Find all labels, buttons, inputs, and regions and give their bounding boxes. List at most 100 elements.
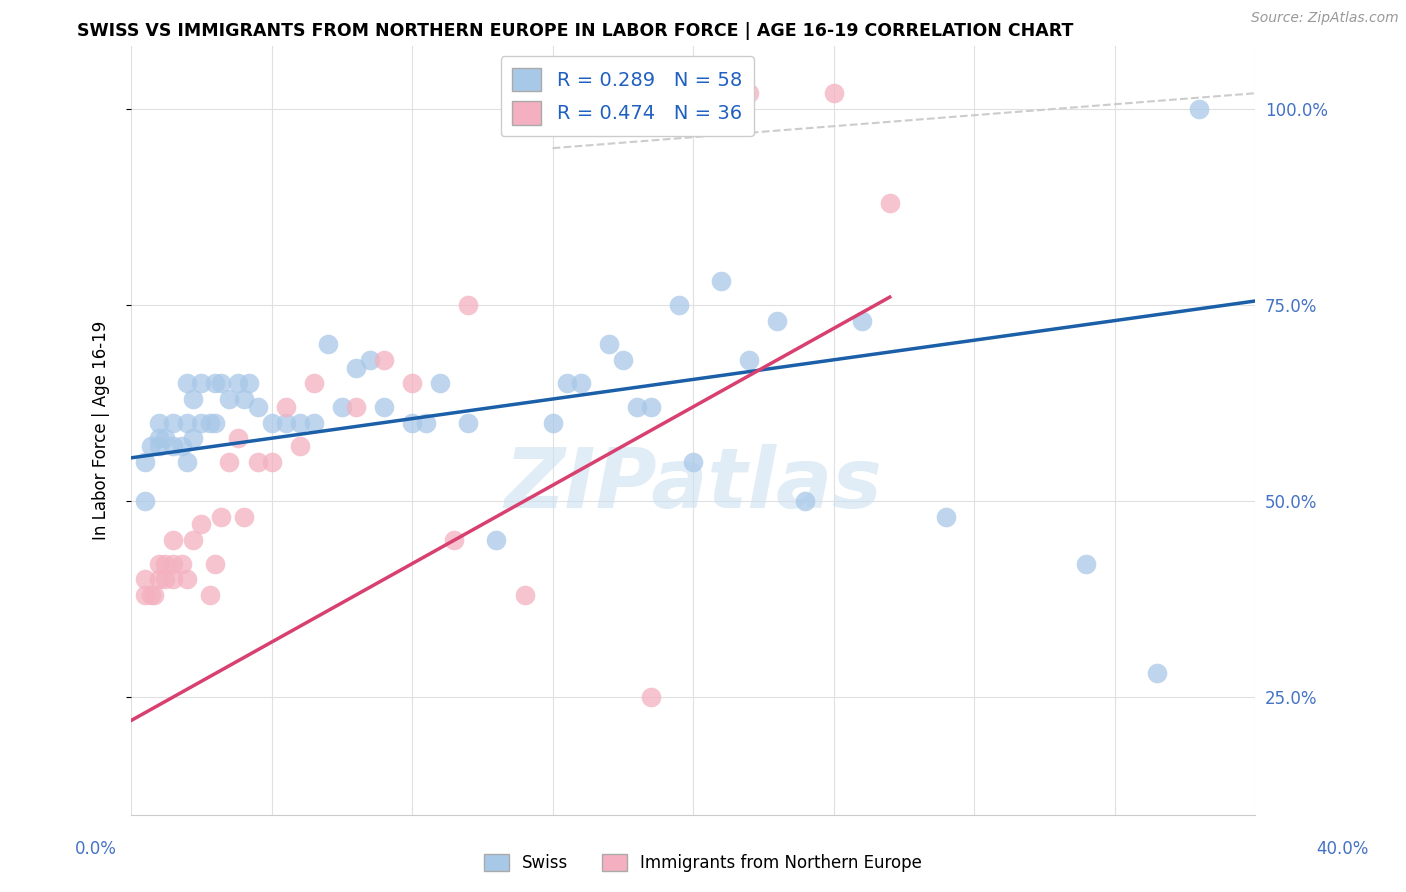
Point [288,416,311,430]
Point [148,572,170,586]
Point [401,376,423,391]
Point [794,494,817,508]
Point [153,557,176,571]
Point [246,400,269,414]
Point [302,416,325,430]
Point [162,439,184,453]
Point [176,416,198,430]
Point [134,494,156,508]
Point [1076,557,1098,571]
Point [162,557,184,571]
Point [190,376,212,391]
Point [232,509,254,524]
Point [153,572,176,586]
Point [246,455,269,469]
Y-axis label: In Labor Force | Age 16-19: In Labor Force | Age 16-19 [93,321,110,540]
Text: ZIPatlas: ZIPatlas [505,443,882,524]
Point [359,352,381,367]
Point [181,392,204,406]
Point [373,352,395,367]
Point [288,439,311,453]
Text: 0.0%: 0.0% [75,840,117,858]
Point [274,400,297,414]
Point [626,400,648,414]
Point [429,376,451,391]
Point [139,588,162,602]
Point [935,509,957,524]
Text: SWISS VS IMMIGRANTS FROM NORTHERN EUROPE IN LABOR FORCE | AGE 16-19 CORRELATION : SWISS VS IMMIGRANTS FROM NORTHERN EUROPE… [77,22,1074,40]
Point [204,416,226,430]
Point [139,439,162,453]
Point [640,690,662,704]
Point [766,313,789,327]
Point [190,517,212,532]
Point [198,416,221,430]
Legend: Swiss, Immigrants from Northern Europe: Swiss, Immigrants from Northern Europe [477,847,929,879]
Point [181,431,204,445]
Point [190,416,212,430]
Point [142,588,165,602]
Point [851,313,873,327]
Point [710,275,733,289]
Point [209,509,232,524]
Point [181,533,204,548]
Point [569,376,592,391]
Point [204,376,226,391]
Point [162,533,184,548]
Point [457,416,479,430]
Point [176,376,198,391]
Point [134,572,156,586]
Point [274,416,297,430]
Point [513,588,536,602]
Point [209,376,232,391]
Point [344,360,367,375]
Point [260,455,283,469]
Point [344,400,367,414]
Point [176,455,198,469]
Point [134,588,156,602]
Point [373,400,395,414]
Point [176,572,198,586]
Point [1146,666,1168,681]
Point [148,431,170,445]
Point [204,557,226,571]
Point [415,416,437,430]
Point [401,416,423,430]
Point [148,439,170,453]
Point [682,455,704,469]
Point [148,416,170,430]
Point [823,87,845,101]
Point [443,533,465,548]
Point [612,352,634,367]
Point [485,533,508,548]
Point [232,392,254,406]
Point [170,439,193,453]
Point [302,376,325,391]
Point [1188,102,1211,116]
Point [218,455,240,469]
Point [134,455,156,469]
Point [879,196,901,211]
Point [162,572,184,586]
Point [555,376,578,391]
Point [457,298,479,312]
Point [218,392,240,406]
Point [198,588,221,602]
Point [148,557,170,571]
Point [260,416,283,430]
Point [668,298,690,312]
Text: 40.0%: 40.0% [1316,840,1369,858]
Point [738,352,761,367]
Text: Source: ZipAtlas.com: Source: ZipAtlas.com [1251,11,1399,25]
Point [541,416,564,430]
Point [226,376,249,391]
Point [316,337,339,351]
Legend: R = 0.289   N = 58, R = 0.474   N = 36: R = 0.289 N = 58, R = 0.474 N = 36 [501,56,754,136]
Point [598,337,620,351]
Point [238,376,260,391]
Point [738,87,761,101]
Point [640,400,662,414]
Point [170,557,193,571]
Point [153,431,176,445]
Point [330,400,353,414]
